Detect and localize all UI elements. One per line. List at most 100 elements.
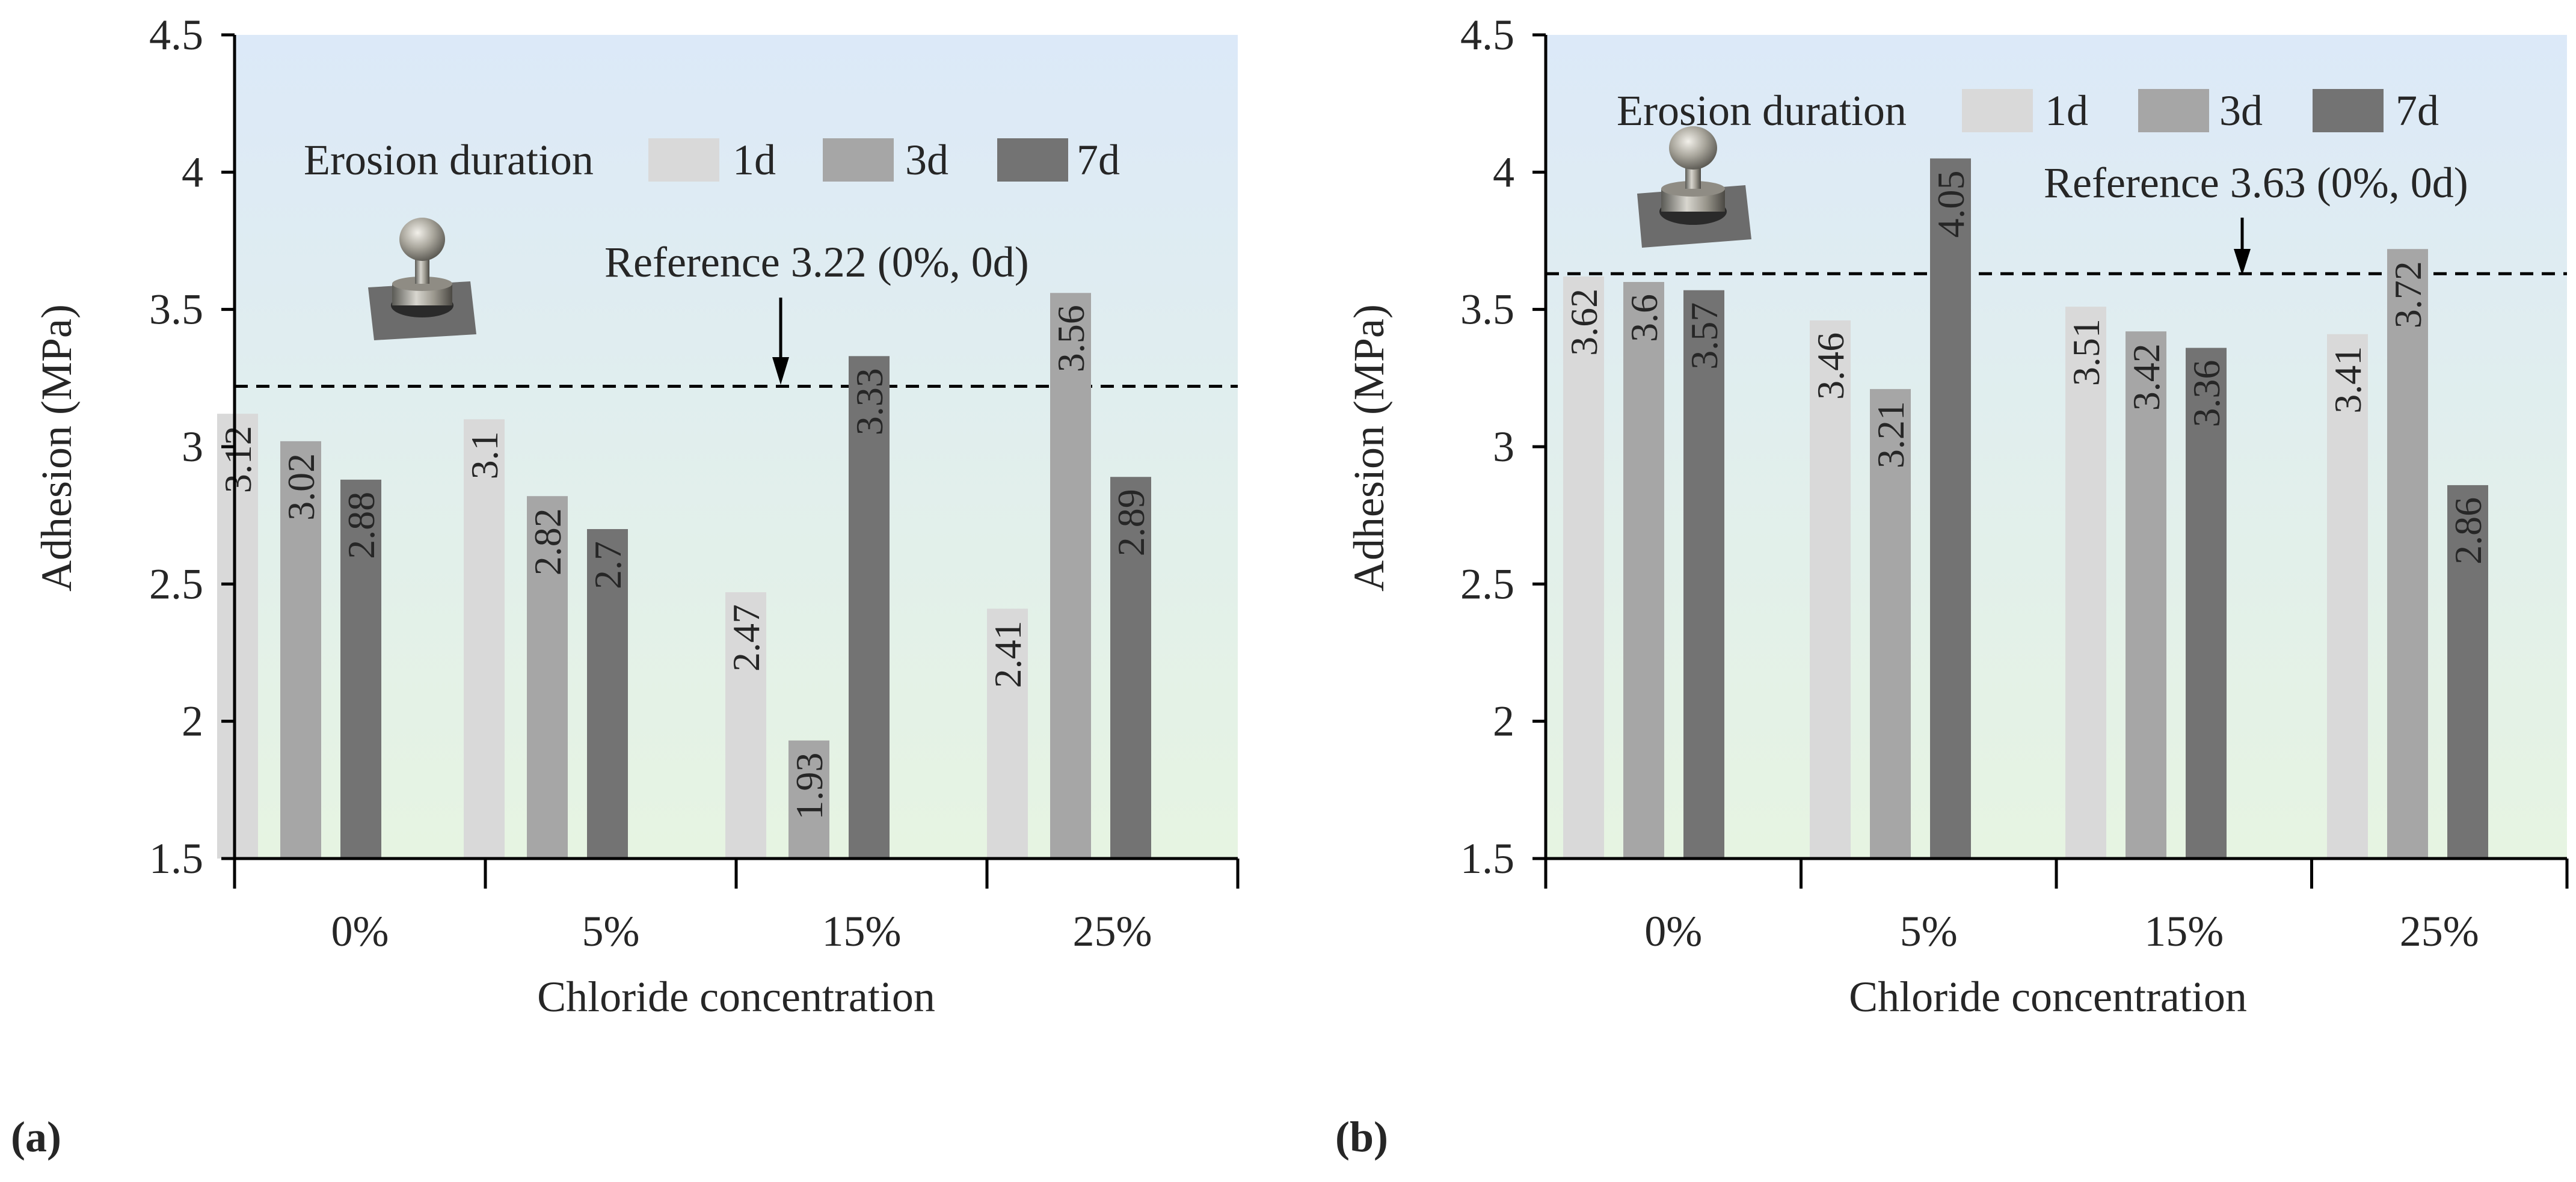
bar-value-label: 3.33 [848,368,891,435]
bar-value-label: 2.89 [1110,489,1152,556]
bar-3d-5pct [1870,389,1911,859]
y-tick-label: 3.5 [1460,286,1514,334]
bar-1d-0pct [1563,276,1604,859]
pull-off-dolly-icon [1637,126,1751,248]
bar-7d-15pct [2186,348,2227,859]
legend: Erosion duration 1d 3d 7d [304,136,1120,184]
legend-swatch-7d [997,138,1068,182]
y-tick-label: 1.5 [1460,834,1514,883]
bar-value-label: 2.82 [526,508,569,575]
bar-value-label: 2.47 [725,604,767,672]
x-tick-label: 5% [1900,907,1958,955]
bar-value-label: 3.6 [1623,294,1665,342]
bar-3d-25pct [2387,249,2428,859]
bar-value-label: 3.42 [2125,343,2168,411]
legend-label-3d: 3d [905,136,948,184]
y-tick-label: 2 [182,697,203,746]
reference-arrow-head [772,357,789,385]
bars-group [217,293,1151,859]
legend-label-7d: 7d [1077,136,1120,184]
y-tick-label: 4 [1493,148,1514,196]
reference-label: Reference 3.22 (0%, 0d) [604,238,1029,286]
panel-b: 3.62 3.46 3.51 3.41 3.6 3.21 3.42 3.72 3.57 4.05 3… [1335,11,2569,1161]
bar-value-label: 3.46 [1809,332,1852,400]
bar-value-label: 2.86 [2447,497,2489,565]
bar-1d-0pct [217,414,258,859]
y-tick-label: 2.5 [149,560,203,608]
bar-value-label: 2.7 [586,541,629,589]
legend-swatch-7d [2313,89,2384,132]
bar-value-label: 2.41 [986,620,1029,688]
bar-1d-15pct [725,592,766,859]
legend-label-7d: 7d [2396,87,2439,135]
bar-value-label: 1.93 [788,753,831,820]
bar-3d-5pct [527,496,568,859]
y-ticks-group: 1.5 2 2.5 3 3.5 4 4.5 [1460,11,1546,883]
bar-1d-25pct [987,608,1028,859]
bar-7d-25pct [1110,477,1151,859]
bar-7d-15pct [849,356,890,859]
bar-3d-15pct [788,740,829,859]
legend-swatch-1d [1962,89,2033,132]
y-axis-title: Adhesion (MPa) [1345,304,1393,592]
y-tick-label: 3 [182,423,203,471]
bar-1d-5pct [1810,320,1851,859]
bar-7d-5pct [587,529,628,859]
reference-label: Reference 3.63 (0%, 0d) [2044,159,2468,207]
bar-value-label: 3.02 [280,453,322,521]
bars-group [1563,158,2488,859]
bar-value-label: 2.88 [340,492,383,559]
legend-swatch-3d [2138,89,2209,132]
x-tick-label: 15% [822,907,902,955]
bar-value-label: 3.51 [2065,319,2107,386]
bar-value-label: 3.62 [1563,289,1605,356]
legend-swatch-3d [823,138,894,182]
panel-a: 3.12 3.1 2.47 2.41 3.02 2.82 1.93 3.56 2.88 2.7 3.… [11,11,1240,1161]
legend-title: Erosion duration [304,136,594,184]
x-tick-label: 0% [1644,907,1702,955]
x-tick-label: 5% [582,907,640,955]
bar-3d-0pct [1623,282,1664,859]
reference-arrow-head [2234,249,2251,275]
x-tick-label: 15% [2144,907,2224,955]
x-ticks-group: 0% 5% 15% 25% [1544,859,2569,955]
bar-value-label: 3.12 [217,426,259,493]
bar-7d-0pct [1683,290,1724,859]
bar-3d-25pct [1050,293,1091,859]
bar-1d-5pct [464,419,505,859]
bar-7d-0pct [340,479,381,859]
y-tick-label: 1.5 [149,834,203,883]
legend-label-1d: 1d [733,136,776,184]
bar-7d-5pct [1930,158,1971,859]
y-tick-label: 3.5 [149,286,203,334]
bar-3d-15pct [2126,331,2166,859]
y-tick-label: 2.5 [1460,560,1514,608]
bar-3d-0pct [280,441,321,859]
bar-7d-25pct [2447,485,2488,859]
y-tick-label: 3 [1493,423,1514,471]
value-labels-group: 3.12 3.1 2.47 2.41 3.02 2.82 1.93 3.56 2.88 2.7 3.… [217,305,1152,819]
y-tick-label: 4 [182,148,203,196]
panel-label: (b) [1335,1113,1388,1161]
legend-label-1d: 1d [2045,87,2088,135]
bar-value-label: 3.57 [1683,302,1726,370]
pull-off-dolly-icon [368,218,476,340]
legend-swatch-1d [648,138,719,182]
x-ticks-group: 0% 5% 15% 25% [233,859,1240,955]
y-tick-label: 4.5 [149,11,203,59]
panel-label: (a) [11,1113,61,1161]
x-axis-title: Chloride concentration [537,973,935,1021]
y-tick-label: 2 [1493,697,1514,746]
legend: Erosion duration 1d 3d 7d [1617,87,2439,135]
x-axis-title: Chloride concentration [1849,973,2247,1021]
bar-value-label: 3.21 [1869,401,1912,468]
y-ticks-group: 1.5 2 2.5 3 3.5 4 4.5 [149,11,235,883]
x-tick-label: 25% [2400,907,2479,955]
value-labels-group: 3.62 3.46 3.51 3.41 3.6 3.21 3.42 3.72 3.57 4.05 3… [1563,171,2489,565]
y-tick-label: 4.5 [1460,11,1514,59]
y-axis-title: Adhesion (MPa) [32,304,81,592]
bar-value-label: 3.72 [2387,261,2429,328]
bar-value-label: 4.05 [1929,171,1972,238]
bar-value-label: 3.41 [2326,346,2369,414]
